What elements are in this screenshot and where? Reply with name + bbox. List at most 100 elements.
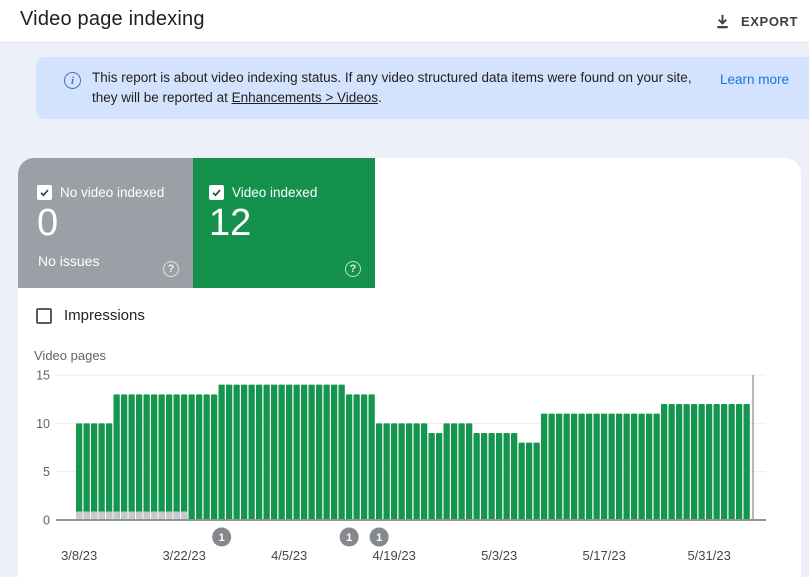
bar-video-indexed[interactable] — [106, 423, 113, 520]
enhancements-videos-link[interactable]: Enhancements > Videos — [231, 89, 379, 105]
bar-no-video-indexed[interactable] — [121, 511, 128, 520]
bar-video-indexed[interactable] — [128, 394, 135, 520]
bar-video-indexed[interactable] — [556, 413, 563, 520]
bar-video-indexed[interactable] — [571, 413, 578, 520]
bar-video-indexed[interactable] — [293, 384, 300, 520]
bar-video-indexed[interactable] — [211, 394, 218, 520]
bar-video-indexed[interactable] — [496, 433, 503, 520]
bar-no-video-indexed[interactable] — [128, 511, 135, 520]
bar-video-indexed[interactable] — [98, 423, 105, 520]
bar-video-indexed[interactable] — [361, 394, 368, 520]
bar-video-indexed[interactable] — [158, 394, 165, 520]
bar-no-video-indexed[interactable] — [76, 511, 83, 520]
bar-video-indexed[interactable] — [526, 442, 533, 520]
issue-marker[interactable] — [369, 527, 389, 547]
bar-video-indexed[interactable] — [683, 404, 690, 520]
bar-video-indexed[interactable] — [533, 442, 540, 520]
bar-video-indexed[interactable] — [248, 384, 255, 520]
bar-video-indexed[interactable] — [428, 433, 435, 520]
bar-video-indexed[interactable] — [413, 423, 420, 520]
issue-marker[interactable] — [212, 527, 232, 547]
bar-video-indexed[interactable] — [301, 384, 308, 520]
bar-video-indexed[interactable] — [646, 413, 653, 520]
bar-video-indexed[interactable] — [398, 423, 405, 520]
bar-video-indexed[interactable] — [203, 394, 210, 520]
bar-video-indexed[interactable] — [91, 423, 98, 520]
bar-video-indexed[interactable] — [286, 384, 293, 520]
bar-video-indexed[interactable] — [631, 413, 638, 520]
bar-video-indexed[interactable] — [271, 384, 278, 520]
bar-video-indexed[interactable] — [511, 433, 518, 520]
bar-video-indexed[interactable] — [406, 423, 413, 520]
bar-video-indexed[interactable] — [421, 423, 428, 520]
bar-video-indexed[interactable] — [706, 404, 713, 520]
bar-no-video-indexed[interactable] — [151, 511, 158, 520]
bar-video-indexed[interactable] — [226, 384, 233, 520]
bar-video-indexed[interactable] — [391, 423, 398, 520]
bar-video-indexed[interactable] — [488, 433, 495, 520]
bar-no-video-indexed[interactable] — [83, 511, 90, 520]
bar-video-indexed[interactable] — [743, 404, 750, 520]
bar-video-indexed[interactable] — [233, 384, 240, 520]
bar-video-indexed[interactable] — [181, 394, 188, 520]
bar-video-indexed[interactable] — [653, 413, 660, 520]
bar-no-video-indexed[interactable] — [106, 511, 113, 520]
bar-video-indexed[interactable] — [308, 384, 315, 520]
bar-video-indexed[interactable] — [346, 394, 353, 520]
bar-no-video-indexed[interactable] — [181, 511, 188, 520]
bar-video-indexed[interactable] — [623, 413, 630, 520]
bar-no-video-indexed[interactable] — [91, 511, 98, 520]
bar-video-indexed[interactable] — [721, 404, 728, 520]
bar-video-indexed[interactable] — [218, 384, 225, 520]
bar-video-indexed[interactable] — [113, 394, 120, 520]
bar-video-indexed[interactable] — [578, 413, 585, 520]
bar-no-video-indexed[interactable] — [113, 511, 120, 520]
bar-video-indexed[interactable] — [473, 433, 480, 520]
bar-video-indexed[interactable] — [83, 423, 90, 520]
help-icon[interactable]: ? — [345, 261, 361, 277]
bar-video-indexed[interactable] — [256, 384, 263, 520]
bar-video-indexed[interactable] — [713, 404, 720, 520]
bar-video-indexed[interactable] — [353, 394, 360, 520]
bar-video-indexed[interactable] — [676, 404, 683, 520]
bar-video-indexed[interactable] — [698, 404, 705, 520]
bar-video-indexed[interactable] — [196, 394, 203, 520]
bar-video-indexed[interactable] — [451, 423, 458, 520]
bar-video-indexed[interactable] — [316, 384, 323, 520]
bar-video-indexed[interactable] — [331, 384, 338, 520]
bar-no-video-indexed[interactable] — [98, 511, 105, 520]
bar-video-indexed[interactable] — [691, 404, 698, 520]
bar-video-indexed[interactable] — [383, 423, 390, 520]
bar-video-indexed[interactable] — [668, 404, 675, 520]
bar-video-indexed[interactable] — [466, 423, 473, 520]
bar-video-indexed[interactable] — [173, 394, 180, 520]
bar-video-indexed[interactable] — [121, 394, 128, 520]
bar-video-indexed[interactable] — [166, 394, 173, 520]
bar-video-indexed[interactable] — [728, 404, 735, 520]
issue-marker[interactable] — [339, 527, 359, 547]
bar-video-indexed[interactable] — [136, 394, 143, 520]
bar-video-indexed[interactable] — [661, 404, 668, 520]
bar-video-indexed[interactable] — [458, 423, 465, 520]
bar-no-video-indexed[interactable] — [136, 511, 143, 520]
bar-video-indexed[interactable] — [241, 384, 248, 520]
bar-video-indexed[interactable] — [188, 394, 195, 520]
bar-video-indexed[interactable] — [376, 423, 383, 520]
bar-video-indexed[interactable] — [541, 413, 548, 520]
bar-no-video-indexed[interactable] — [143, 511, 150, 520]
bar-video-indexed[interactable] — [368, 394, 375, 520]
video-pages-chart[interactable]: 0 5 10 15 1 1 1 3/8/23 3/22/23 4/5/23 4/19/23 5/3/2… — [0, 360, 809, 577]
impressions-checkbox[interactable] — [36, 307, 52, 324]
bar-video-indexed[interactable] — [143, 394, 150, 520]
no-video-indexed-checkbox[interactable] — [37, 185, 52, 200]
bar-video-indexed[interactable] — [601, 413, 608, 520]
bar-video-indexed[interactable] — [151, 394, 158, 520]
bar-video-indexed[interactable] — [503, 433, 510, 520]
bar-video-indexed[interactable] — [338, 384, 345, 520]
bar-video-indexed[interactable] — [616, 413, 623, 520]
video-indexed-checkbox[interactable] — [209, 185, 224, 200]
help-icon[interactable]: ? — [163, 261, 179, 277]
bar-video-indexed[interactable] — [548, 413, 555, 520]
learn-more-link[interactable]: Learn more — [720, 72, 790, 87]
bar-video-indexed[interactable] — [638, 413, 645, 520]
